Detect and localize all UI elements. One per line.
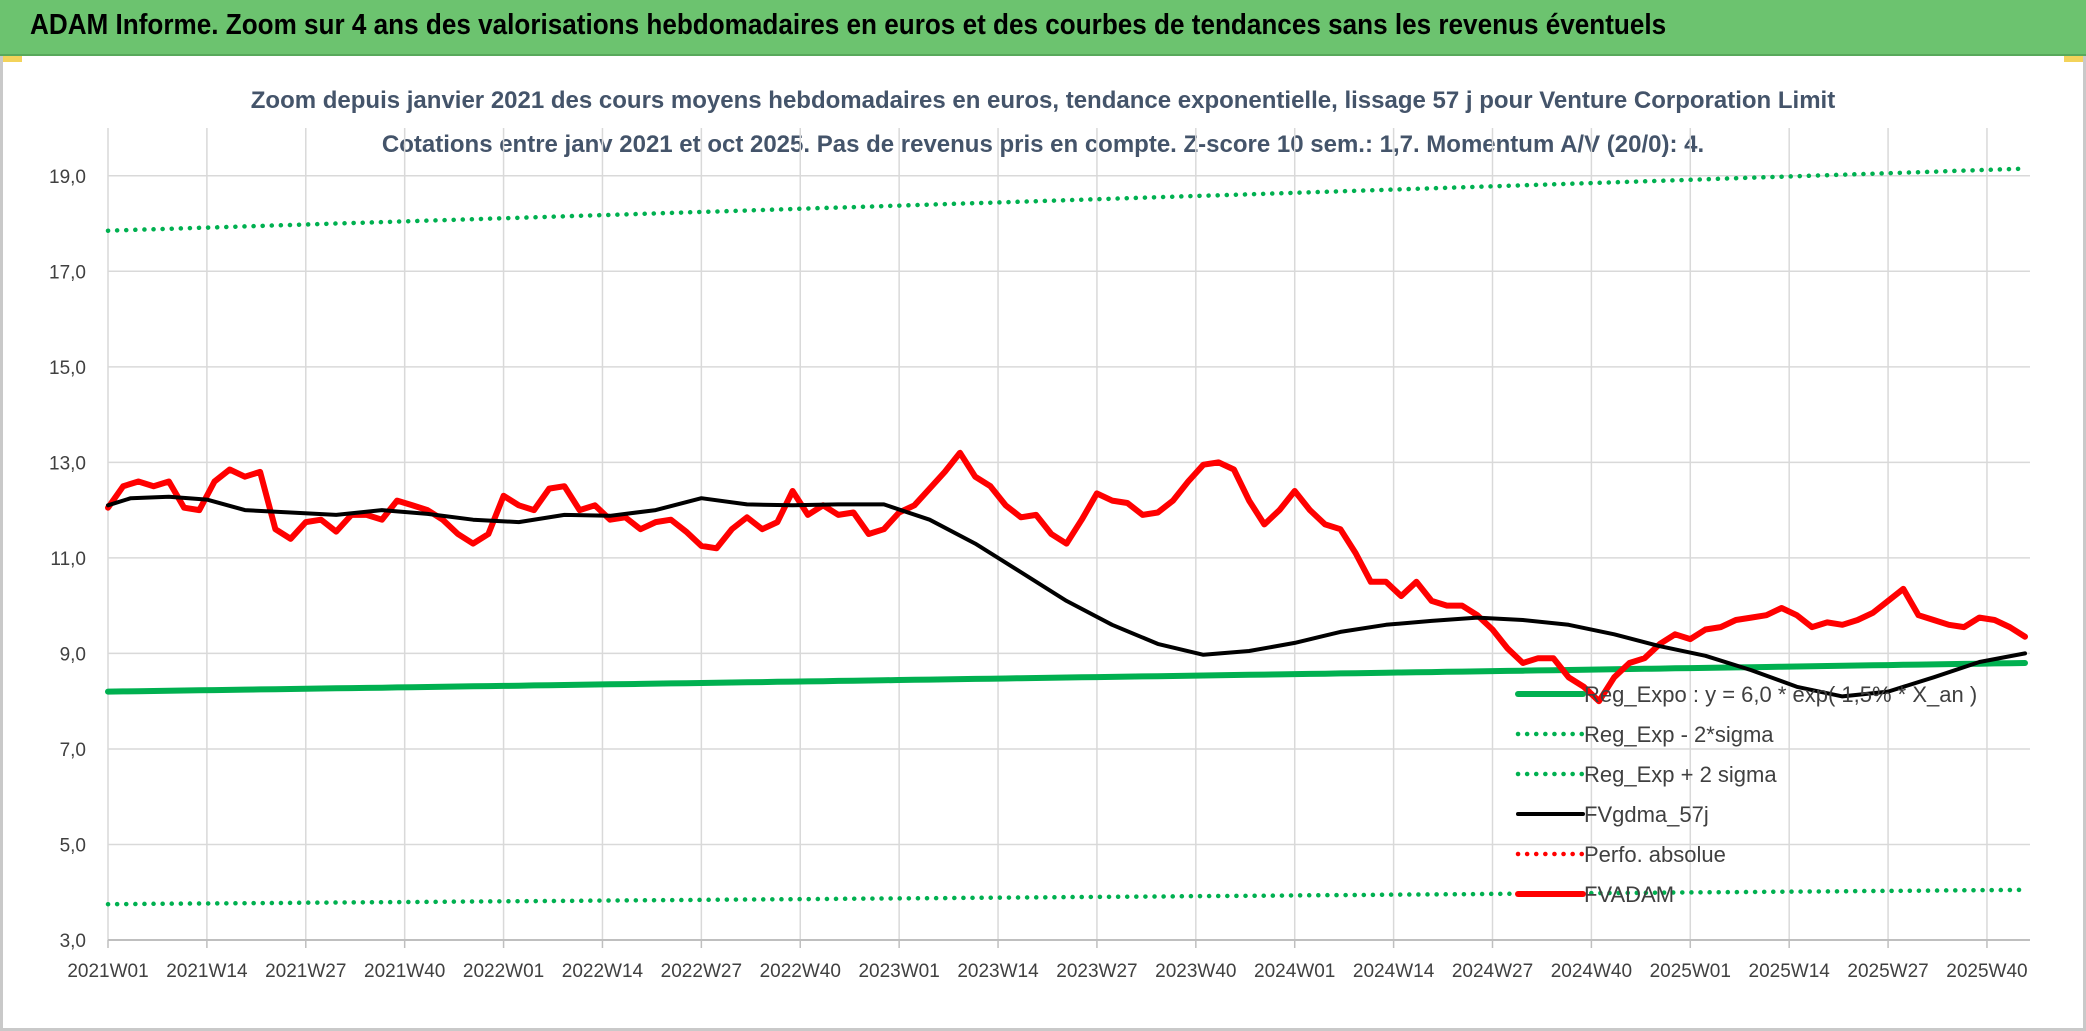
x-axis: 2021W01 2021W14 2021W27 2021W40 2022W01 2022W… xyxy=(67,939,2030,982)
x-tick-label: 2021W40 xyxy=(364,961,445,982)
series-reg-minus-2sigma xyxy=(105,887,2028,907)
x-tick-label: 2025W40 xyxy=(1946,961,2027,982)
x-tick-label: 2023W01 xyxy=(858,961,939,982)
y-tick-label: 9,0 xyxy=(60,644,86,665)
corner-accent xyxy=(0,56,22,62)
x-tick-label: 2021W01 xyxy=(67,961,148,982)
y-tick-label: 11,0 xyxy=(50,549,86,570)
series-reg-plus-2sigma xyxy=(105,166,2028,233)
chart-frame xyxy=(0,56,2086,1031)
legend-label: Reg_Exp - 2*sigma xyxy=(1584,722,1774,747)
banner-title: ADAM Informe. Zoom sur 4 ans des valoris… xyxy=(30,9,1667,41)
y-tick-label: 7,0 xyxy=(60,740,86,761)
legend: Reg_Expo : y = 6,0 * exp( 1,5% * X_an ) R… xyxy=(1515,682,1977,907)
x-tick-label: 2024W14 xyxy=(1353,961,1435,982)
x-tick-label: 2021W27 xyxy=(265,961,346,982)
x-tick-label: 2024W01 xyxy=(1254,961,1335,982)
title-banner: ADAM Informe. Zoom sur 4 ans des valoris… xyxy=(0,0,2086,56)
x-tick-label: 2022W14 xyxy=(562,961,644,982)
x-tick-label: 2021W14 xyxy=(166,961,248,982)
x-tick-label: 2024W27 xyxy=(1452,961,1533,982)
x-tick-label: 2023W14 xyxy=(957,961,1039,982)
legend-label: Perfo. absolue xyxy=(1584,842,1726,867)
chart-subtitle: Cotations entre janv 2021 et oct 2025. P… xyxy=(382,131,1704,158)
series-group xyxy=(105,166,2028,907)
x-tick-label: 2025W14 xyxy=(1749,961,1831,982)
x-tick-label: 2022W01 xyxy=(463,961,544,982)
x-tick-label: 2023W40 xyxy=(1155,961,1236,982)
y-tick-label: 15,0 xyxy=(49,358,86,379)
legend-label: Reg_Exp + 2 sigma xyxy=(1584,762,1777,787)
y-tick-label: 5,0 xyxy=(60,835,86,856)
y-tick-label: 3,0 xyxy=(60,931,86,952)
series-reg-expo xyxy=(105,660,2028,695)
x-tick-label: 2022W27 xyxy=(661,961,742,982)
legend-label: FVgdma_57j xyxy=(1584,802,1709,827)
x-tick-label: 2024W40 xyxy=(1551,961,1632,982)
y-tick-label: 17,0 xyxy=(49,262,86,283)
series-fvadam xyxy=(105,449,2028,705)
chart-title: Zoom depuis janvier 2021 des cours moyen… xyxy=(251,87,1835,114)
y-tick-label: 13,0 xyxy=(49,453,86,474)
corner-accent xyxy=(2064,56,2086,62)
x-tick-label: 2022W40 xyxy=(760,961,841,982)
x-tick-label: 2023W27 xyxy=(1056,961,1137,982)
series-fvgdma-57j xyxy=(106,494,2027,699)
grid xyxy=(107,128,2030,941)
x-tick-label: 2025W27 xyxy=(1847,961,1928,982)
x-tick-label: 2025W01 xyxy=(1650,961,1731,982)
y-axis: 3,0 5,0 7,0 9,0 11,0 13,0 15,0 17,0 19,0 xyxy=(49,167,86,952)
legend-label: FVADAM xyxy=(1584,882,1674,907)
y-tick-label: 19,0 xyxy=(49,167,86,188)
legend-label: Reg_Expo : y = 6,0 * exp( 1,5% * X_an ) xyxy=(1584,682,1977,707)
